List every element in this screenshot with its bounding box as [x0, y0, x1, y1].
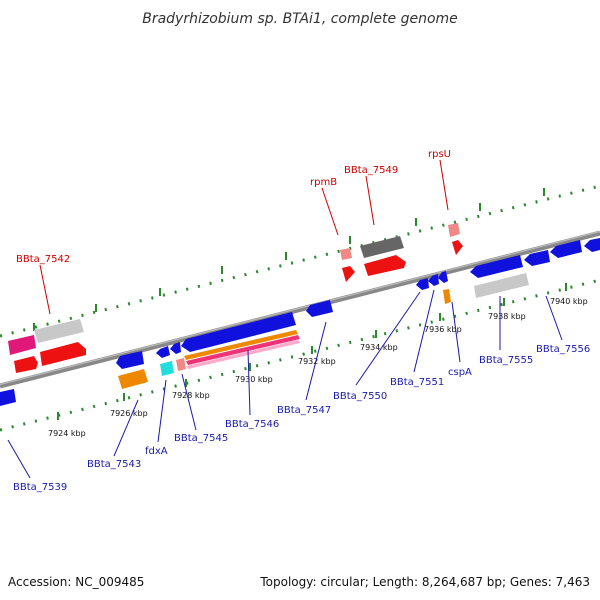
gene-label[interactable]: BBta_7546 — [225, 419, 279, 430]
top-gene-labels: BBta_7542 rpmB BBta_7549 rpsU — [16, 149, 451, 315]
gene-label[interactable]: rpsU — [428, 149, 451, 160]
gene-label[interactable]: BBta_7551 — [390, 377, 444, 388]
gene-block[interactable] — [360, 236, 404, 258]
gene-arrow[interactable] — [364, 255, 406, 276]
gene-block[interactable] — [34, 319, 84, 343]
gene-arrow[interactable] — [156, 346, 170, 358]
gene-block[interactable] — [8, 335, 36, 355]
gene-arrow[interactable] — [181, 312, 296, 352]
tick-label: 7924 kbp — [48, 429, 86, 438]
topology-text: Topology: circular; Length: 8,264,687 bp… — [259, 575, 590, 589]
reverse-genes — [0, 238, 600, 406]
tick-labels: 7924 kbp 7926 kbp 7928 kbp 7930 kbp 7932… — [48, 297, 588, 438]
gene-block[interactable] — [448, 223, 460, 237]
gene-arrow[interactable] — [550, 240, 582, 258]
gene-arrow[interactable] — [342, 266, 355, 282]
tick-label: 7936 kbp — [424, 325, 462, 334]
gene-block[interactable] — [474, 273, 529, 298]
tick-label: 7934 kbp — [360, 343, 398, 352]
gene-arrow[interactable] — [170, 342, 181, 354]
gene-block[interactable] — [118, 369, 148, 389]
gene-label[interactable]: BBta_7547 — [277, 405, 331, 416]
tick-label: 7940 kbp — [550, 297, 588, 306]
gene-arrow[interactable] — [0, 389, 16, 406]
gene-label[interactable]: BBta_7542 — [16, 254, 70, 265]
gene-label[interactable]: BBta_7539 — [13, 482, 67, 493]
gene-block[interactable] — [186, 340, 300, 369]
gene-label[interactable]: BBta_7550 — [333, 391, 387, 402]
gene-label[interactable]: cspA — [448, 367, 472, 378]
gene-arrow[interactable] — [428, 274, 439, 286]
gene-arrow[interactable] — [584, 238, 600, 252]
gene-arrow[interactable] — [470, 255, 523, 278]
tick-label: 7938 kbp — [488, 312, 526, 321]
gene-label[interactable]: BBta_7555 — [479, 355, 533, 366]
gene-block[interactable] — [176, 358, 186, 371]
gene-arrow[interactable] — [524, 250, 550, 266]
gene-block[interactable] — [443, 289, 451, 304]
gene-label[interactable]: BBta_7545 — [174, 433, 228, 444]
gene-arrow[interactable] — [306, 300, 333, 317]
gene-arrow[interactable] — [14, 356, 38, 373]
gene-label[interactable]: fdxA — [145, 446, 168, 457]
major-ticks — [33, 188, 567, 420]
gene-block[interactable] — [186, 335, 300, 365]
gene-label[interactable]: BBta_7543 — [87, 459, 141, 470]
gene-block[interactable] — [184, 330, 298, 360]
forward-genes — [8, 223, 463, 373]
tick-label: 7932 kbp — [298, 357, 336, 366]
tick-label: 7928 kbp — [172, 391, 210, 400]
gene-arrow[interactable] — [416, 278, 429, 290]
gene-label[interactable]: BBta_7549 — [344, 165, 398, 176]
genome-backbone — [0, 230, 600, 389]
gene-label[interactable]: rpmB — [310, 177, 337, 188]
gene-block[interactable] — [160, 361, 174, 376]
gene-label[interactable]: BBta_7556 — [536, 344, 590, 355]
accession-text: Accession: NC_009485 — [8, 575, 144, 589]
bottom-gene-labels: BBta_7539 BBta_7543 fdxA BBta_7545 BBta_… — [7, 289, 590, 493]
gene-arrow[interactable] — [452, 240, 463, 255]
gene-arrow[interactable] — [438, 271, 448, 283]
gene-block[interactable] — [340, 248, 352, 260]
tick-label: 7926 kbp — [110, 409, 148, 418]
gene-arrow[interactable] — [40, 342, 86, 366]
map-title: Bradyrhizobium sp. BTAi1, complete genom… — [142, 11, 458, 27]
gene-arrow[interactable] — [116, 351, 144, 369]
tick-label: 7930 kbp — [235, 375, 273, 384]
